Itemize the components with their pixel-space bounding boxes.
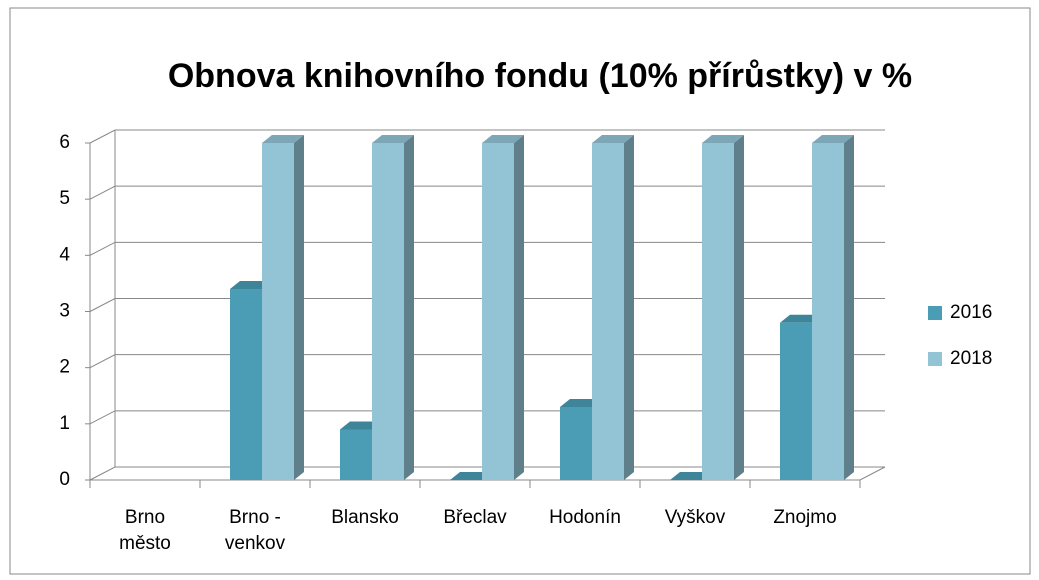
bar-top bbox=[482, 135, 524, 143]
bar-top-shade bbox=[702, 135, 744, 143]
bar-side bbox=[844, 135, 854, 480]
bar-side bbox=[734, 135, 744, 480]
bar-top bbox=[230, 281, 272, 290]
y-tick-label: 3 bbox=[59, 301, 70, 322]
legend-label: 2016 bbox=[950, 302, 992, 323]
bar-side-shade bbox=[734, 135, 744, 480]
bar-side-shade bbox=[514, 135, 524, 480]
bar-front bbox=[372, 143, 404, 480]
bar-top-shade bbox=[592, 135, 634, 143]
y-tick-label: 0 bbox=[59, 469, 70, 490]
bar-top-shade bbox=[482, 135, 524, 143]
bar-top-shade bbox=[372, 135, 414, 143]
bar-top bbox=[670, 472, 712, 480]
bar bbox=[592, 135, 634, 480]
bar-top-shade bbox=[812, 135, 854, 143]
bar-top-shade bbox=[780, 314, 822, 323]
bar-top bbox=[702, 135, 744, 143]
legend-swatch bbox=[928, 352, 942, 366]
bar-top bbox=[372, 135, 414, 143]
x-tick-label: Břeclav bbox=[443, 507, 507, 528]
bar-top-shade bbox=[560, 398, 602, 407]
chart-title: Obnova knihovního fondu (10% přírůstky) … bbox=[168, 57, 912, 95]
bar-top bbox=[812, 135, 854, 143]
bar-side-shade bbox=[844, 135, 854, 480]
bar-front bbox=[812, 143, 844, 480]
bar-front bbox=[262, 143, 294, 480]
bar-side bbox=[514, 135, 524, 480]
x-tick-label: Brno město bbox=[119, 507, 171, 554]
bar-side bbox=[624, 135, 634, 480]
bar bbox=[262, 135, 304, 480]
legend-label: 2018 bbox=[950, 348, 992, 369]
legend-swatch bbox=[928, 306, 942, 320]
bar bbox=[482, 135, 524, 480]
bar-top-shade bbox=[230, 281, 272, 290]
bar-top bbox=[780, 314, 822, 323]
x-tick-label: Blansko bbox=[331, 507, 399, 528]
bar-front bbox=[340, 429, 372, 480]
bar-side bbox=[294, 135, 304, 480]
bar-front bbox=[702, 143, 734, 480]
bar-top bbox=[340, 421, 382, 430]
bar-top-shade bbox=[340, 421, 382, 430]
bar-side-shade bbox=[294, 135, 304, 480]
bar bbox=[702, 135, 744, 480]
bar-side bbox=[404, 135, 414, 480]
grid-line bbox=[89, 129, 885, 144]
bar-front bbox=[482, 143, 514, 480]
bar-top bbox=[560, 398, 602, 407]
y-tick-label: 6 bbox=[59, 132, 70, 153]
x-tick-label: Hodonín bbox=[549, 507, 621, 528]
bar-side-shade bbox=[624, 135, 634, 480]
bar-top-shade bbox=[262, 135, 304, 143]
bar-top-shade bbox=[670, 472, 712, 480]
y-tick-label: 5 bbox=[59, 188, 70, 209]
y-tick-label: 4 bbox=[59, 244, 70, 265]
bar-front bbox=[230, 289, 262, 480]
bar bbox=[812, 135, 854, 480]
x-tick-label: Vyškov bbox=[664, 507, 726, 528]
bar bbox=[372, 135, 414, 480]
bar-front bbox=[780, 322, 812, 480]
bar-top bbox=[592, 135, 634, 143]
bar-top bbox=[450, 472, 492, 480]
x-tick-label: Brno - venkov bbox=[224, 507, 286, 554]
bar bbox=[450, 472, 492, 480]
y-tick-label: 1 bbox=[59, 413, 70, 434]
bar-top bbox=[262, 135, 304, 143]
bar-front bbox=[560, 406, 592, 480]
bar-front bbox=[592, 143, 624, 480]
bar bbox=[670, 472, 712, 480]
x-tick-label: Znojmo bbox=[773, 507, 837, 528]
bar-top-shade bbox=[450, 472, 492, 480]
y-tick-label: 2 bbox=[59, 357, 70, 378]
bar-side-shade bbox=[404, 135, 414, 480]
